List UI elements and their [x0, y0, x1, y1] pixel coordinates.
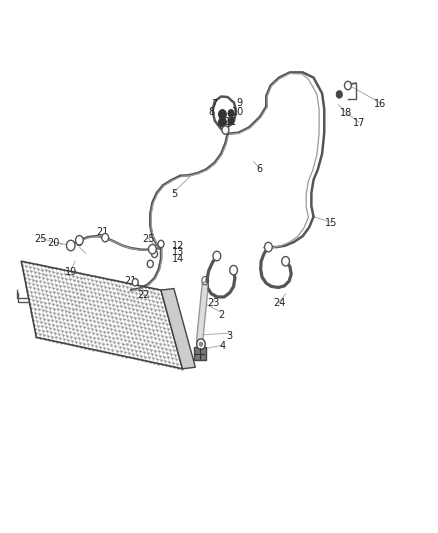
Text: 15: 15: [325, 219, 338, 229]
Text: 8: 8: [208, 107, 214, 117]
Text: 22: 22: [138, 290, 150, 301]
Text: 11: 11: [225, 117, 237, 127]
Circle shape: [228, 110, 234, 117]
Circle shape: [219, 117, 226, 127]
Circle shape: [230, 265, 237, 275]
Circle shape: [147, 260, 153, 268]
Text: 25: 25: [142, 234, 154, 244]
Text: 4: 4: [219, 341, 226, 351]
Text: 14: 14: [172, 254, 184, 264]
Circle shape: [148, 245, 156, 254]
Text: 21: 21: [125, 276, 137, 286]
Circle shape: [102, 233, 109, 242]
Text: 7: 7: [211, 99, 217, 109]
Circle shape: [344, 82, 351, 90]
Circle shape: [222, 126, 229, 134]
Text: 12: 12: [172, 240, 184, 251]
Text: 23: 23: [208, 298, 220, 308]
Circle shape: [67, 240, 75, 251]
Text: 2: 2: [218, 310, 224, 320]
Text: 18: 18: [339, 108, 352, 118]
Text: 1: 1: [76, 238, 82, 248]
Circle shape: [199, 342, 203, 346]
Circle shape: [213, 251, 221, 261]
Text: 9: 9: [237, 98, 243, 108]
Circle shape: [336, 91, 343, 98]
Text: 19: 19: [65, 266, 77, 277]
Circle shape: [158, 240, 164, 248]
Circle shape: [228, 117, 234, 125]
Bar: [194, 347, 206, 360]
Circle shape: [132, 279, 138, 286]
Circle shape: [75, 236, 83, 245]
Circle shape: [219, 110, 226, 119]
Text: 17: 17: [353, 118, 365, 128]
Circle shape: [152, 250, 158, 257]
Text: 10: 10: [232, 107, 244, 117]
Text: 13: 13: [172, 247, 184, 257]
Text: 3: 3: [227, 331, 233, 341]
Text: 6: 6: [257, 165, 263, 174]
Text: 24: 24: [273, 298, 285, 308]
Polygon shape: [161, 288, 195, 369]
Circle shape: [265, 243, 272, 252]
Circle shape: [197, 339, 205, 350]
Text: 20: 20: [47, 238, 60, 248]
Text: 25: 25: [35, 234, 47, 244]
Text: 5: 5: [171, 189, 177, 199]
Text: 21: 21: [96, 228, 108, 237]
Text: 16: 16: [374, 99, 386, 109]
Circle shape: [282, 256, 290, 266]
